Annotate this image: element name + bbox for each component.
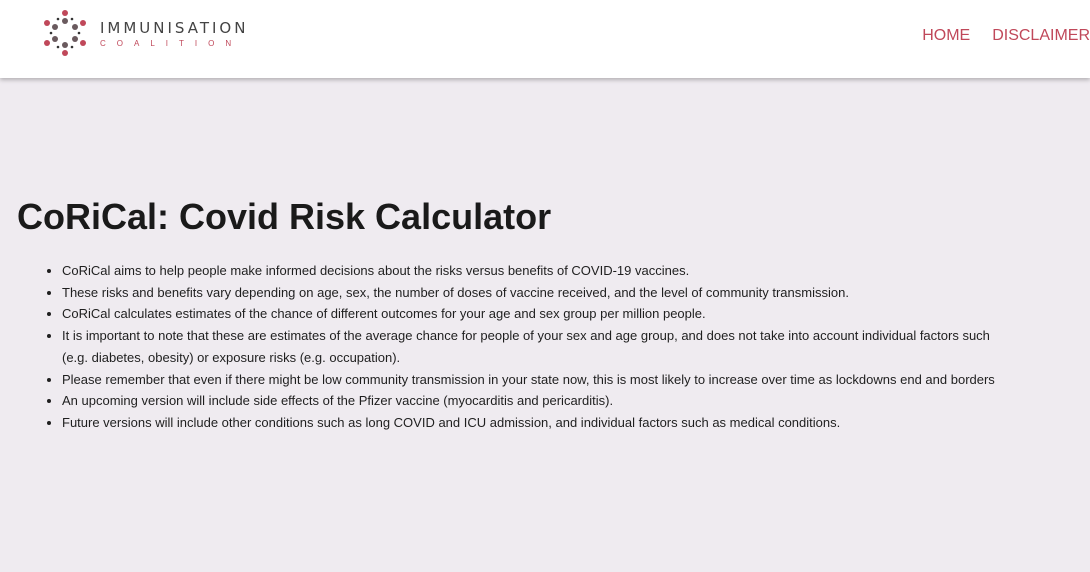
nav-disclaimer[interactable]: DISCLAIMER [992,27,1090,44]
list-item: CoRiCal calculates estimates of the chan… [62,303,1090,325]
logo[interactable]: IMMUNISATION COALITION [42,10,248,56]
main-nav: HOME DISCLAIMER [922,27,1090,45]
list-item: It is important to note that these are e… [62,325,1090,368]
list-item: Future versions will include other condi… [62,412,1090,434]
nav-home[interactable]: HOME [922,27,971,44]
list-item-text: It is important to note that these are e… [62,328,990,344]
intro-list: CoRiCal aims to help people make informe… [26,260,1090,434]
page-title: CoRiCal: Covid Risk Calculator [17,196,552,237]
header: IMMUNISATION COALITION HOME DISCLAIMER [0,0,1090,78]
immunisation-coalition-logo-icon [44,10,86,56]
list-item: These risks and benefits vary depending … [62,282,1090,304]
list-item: An upcoming version will include side ef… [62,390,1090,412]
list-item: CoRiCal aims to help people make informe… [62,260,1090,282]
logo-title: IMMUNISATION [100,18,249,37]
list-item: Please remember that even if there might… [62,369,1090,391]
list-item-text-continued: (e.g. diabetes, obesity) or exposure ris… [62,349,401,365]
logo-subtitle: COALITION [100,38,243,48]
